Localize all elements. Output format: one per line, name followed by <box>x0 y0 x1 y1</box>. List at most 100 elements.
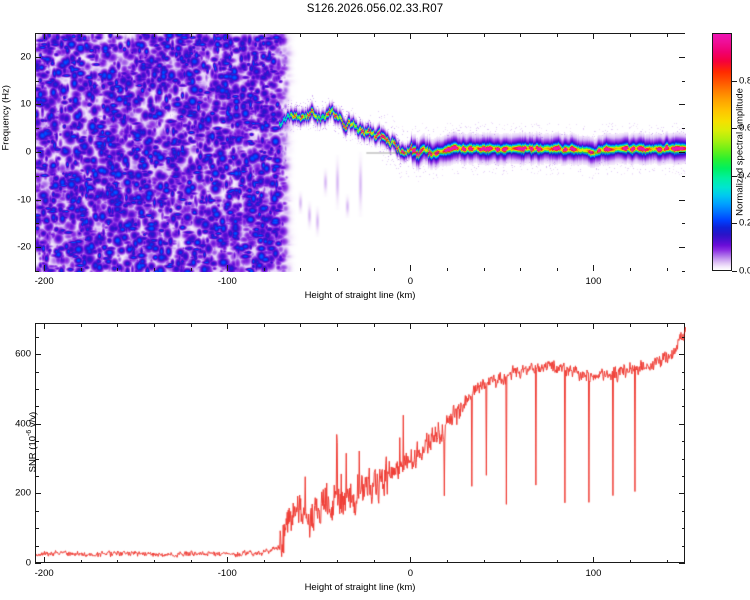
y-axis-tick <box>35 389 39 391</box>
x-axis-tick-top <box>300 323 302 327</box>
x-axis-tick-top <box>556 323 558 327</box>
x-axis-tick-label: -100 <box>217 568 237 579</box>
x-axis-tick <box>373 267 375 271</box>
y-axis-tick <box>35 458 39 460</box>
colorbar-tick-label: 0.8 <box>739 75 750 87</box>
y-axis-tick-right <box>679 354 685 356</box>
y-axis-tick-right <box>681 33 685 34</box>
colorbar-tick-label: 0.2 <box>739 217 750 229</box>
y-axis-tick-right <box>681 336 685 338</box>
y-axis-tick <box>35 371 39 373</box>
x-axis-tick-top <box>80 323 82 327</box>
y-axis-tick-right <box>679 247 685 249</box>
y-axis-tick <box>35 406 39 408</box>
x-axis-tick-top <box>593 33 595 39</box>
y-axis-tick-label: 0 <box>25 146 31 158</box>
x-axis-tick <box>80 559 82 563</box>
spectrogram-x-axis-title: Height of straight line (km) <box>304 290 416 301</box>
x-axis-tick <box>666 559 668 563</box>
x-axis-tick <box>446 559 448 563</box>
x-axis-tick-top <box>410 323 412 329</box>
x-axis-tick-top <box>117 323 119 327</box>
snr-y-axis-title: SNR (10-6 v/v) <box>26 412 38 473</box>
y-axis-tick-label: 10 <box>20 98 31 110</box>
x-axis-tick-top <box>337 33 339 37</box>
x-axis-tick <box>263 559 265 563</box>
snr-y-axis-title-tail: v/v) <box>27 411 39 430</box>
x-axis-tick-top <box>190 33 192 37</box>
colorbar-tick <box>732 128 737 130</box>
x-axis-tick <box>556 267 558 271</box>
x-axis-tick-label: 100 <box>585 568 602 579</box>
x-axis-tick <box>227 265 229 271</box>
x-axis-tick <box>154 559 155 563</box>
y-axis-tick <box>35 336 39 338</box>
x-axis-tick <box>337 267 339 271</box>
page-title: S126.2026.056.02.33.R07 <box>306 3 444 15</box>
x-axis-tick <box>410 557 412 563</box>
y-axis-tick-right <box>679 104 685 106</box>
y-axis-tick-label: 200 <box>15 487 31 499</box>
x-axis-tick <box>556 559 558 563</box>
x-axis-tick-label: 0 <box>407 568 413 579</box>
x-axis-tick-top <box>446 33 448 37</box>
snr-panel <box>35 323 686 564</box>
y-axis-tick <box>35 152 41 153</box>
y-axis-tick <box>35 528 39 530</box>
y-axis-tick-right <box>681 223 685 225</box>
y-axis-tick <box>35 175 39 177</box>
x-axis-tick-top <box>483 33 485 37</box>
y-axis-tick-label: 400 <box>15 418 31 430</box>
y-axis-tick <box>35 33 39 34</box>
y-axis-tick <box>35 223 39 225</box>
x-axis-tick-top <box>373 33 375 37</box>
y-axis-tick-right <box>681 545 685 547</box>
x-axis-tick <box>190 559 192 563</box>
y-axis-tick-right <box>681 128 685 130</box>
x-axis-tick <box>337 559 339 563</box>
y-axis-tick-right <box>681 271 685 272</box>
x-axis-tick-top <box>227 33 229 39</box>
x-axis-tick <box>44 265 46 271</box>
x-axis-tick-top <box>556 33 558 37</box>
colorbar-tick <box>732 80 737 82</box>
y-axis-tick <box>35 56 41 58</box>
colorbar-tick-label: 0.4 <box>739 170 750 182</box>
x-axis-tick-top <box>300 33 302 37</box>
x-axis-tick-top <box>446 323 448 327</box>
y-axis-tick-right <box>681 175 685 177</box>
x-axis-tick <box>520 559 522 563</box>
y-axis-tick-label: -20 <box>17 241 31 253</box>
y-axis-tick-right <box>681 476 685 478</box>
y-axis-tick-label: 20 <box>20 51 31 63</box>
y-axis-tick-right <box>681 406 685 408</box>
x-axis-tick-top <box>44 323 46 329</box>
y-axis-tick-right <box>679 423 685 425</box>
y-axis-tick <box>35 354 41 356</box>
y-axis-tick <box>35 423 41 425</box>
y-axis-tick <box>35 247 41 249</box>
y-axis-tick-right <box>681 441 685 443</box>
x-axis-tick <box>373 559 375 563</box>
snr-line-plot <box>36 324 686 564</box>
colorbar-tick-label: 0.6 <box>739 122 750 134</box>
x-axis-tick-top <box>80 33 82 37</box>
x-axis-tick <box>117 559 119 563</box>
x-axis-tick-top <box>410 33 412 39</box>
x-axis-tick-top <box>593 323 595 329</box>
y-axis-tick <box>35 510 39 512</box>
y-axis-tick-right <box>679 493 685 495</box>
y-axis-tick-right <box>679 56 685 58</box>
x-axis-tick-top <box>117 33 119 37</box>
x-axis-tick-top <box>483 323 485 327</box>
x-axis-tick <box>483 559 485 563</box>
x-axis-tick-label: -200 <box>34 276 54 287</box>
y-axis-tick <box>35 545 39 547</box>
x-axis-tick <box>593 557 595 563</box>
x-axis-tick <box>117 267 119 271</box>
y-axis-tick <box>35 563 41 564</box>
x-axis-tick-label: -200 <box>34 568 54 579</box>
x-axis-tick-top <box>227 323 229 329</box>
x-axis-tick-top <box>520 323 522 327</box>
x-axis-tick <box>300 267 302 271</box>
